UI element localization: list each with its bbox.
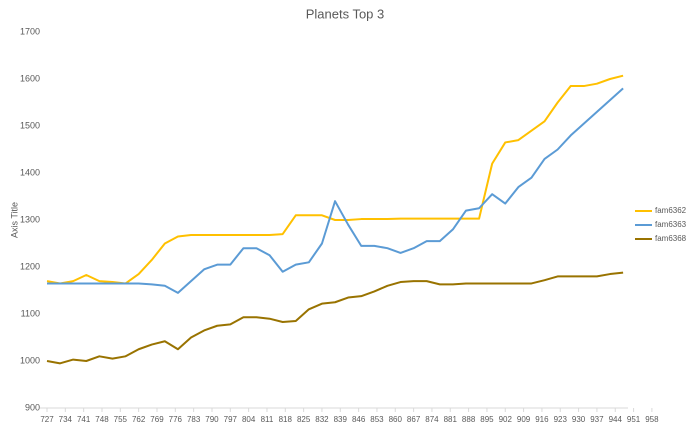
x-tick-label: 846 — [352, 415, 366, 424]
series-line — [46, 271, 624, 365]
series-line — [46, 74, 624, 285]
y-tick-label: 1200 — [20, 261, 40, 271]
x-tick-label: 867 — [407, 415, 421, 424]
x-tick-label: 755 — [114, 415, 128, 424]
y-tick-label: 1600 — [20, 73, 40, 83]
x-tick-label: 888 — [462, 415, 476, 424]
x-tick-label: 776 — [169, 415, 183, 424]
y-tick-label: 1300 — [20, 214, 40, 224]
x-tick-label: 909 — [517, 415, 531, 424]
y-tick-label: 1400 — [20, 167, 40, 177]
x-tick-label: 727 — [40, 415, 54, 424]
legend-label: fam6363 — [655, 220, 687, 229]
legend-label: fam6368 — [655, 234, 687, 243]
x-tick-label: 790 — [205, 415, 219, 424]
x-tick-label: 748 — [95, 415, 109, 424]
x-tick-label: 951 — [627, 415, 641, 424]
y-tick-label: 1700 — [20, 26, 40, 36]
x-tick-label: 734 — [59, 415, 73, 424]
x-tick-label: 839 — [334, 415, 348, 424]
x-tick-label: 958 — [645, 415, 659, 424]
x-tick-label: 797 — [224, 415, 238, 424]
x-tick-label: 832 — [315, 415, 329, 424]
x-tick-label: 741 — [77, 415, 91, 424]
x-tick-label: 860 — [389, 415, 403, 424]
x-tick-label: 937 — [590, 415, 604, 424]
x-tick-label: 811 — [261, 415, 274, 424]
x-tick-label: 762 — [132, 415, 146, 424]
legend-label: fam6362 — [655, 206, 687, 215]
x-tick-label: 902 — [499, 415, 513, 424]
x-tick-label: 825 — [297, 415, 311, 424]
x-tick-label: 769 — [150, 415, 164, 424]
x-tick-label: 853 — [370, 415, 384, 424]
x-tick-label: 895 — [480, 415, 494, 424]
series-line — [47, 87, 624, 294]
x-tick-label: 916 — [535, 415, 549, 424]
y-axis-title: Axis Title — [9, 202, 19, 238]
y-tick-label: 900 — [25, 402, 40, 412]
chart-title: Planets Top 3 — [306, 6, 385, 21]
x-tick-label: 783 — [187, 415, 201, 424]
y-tick-label: 1000 — [20, 355, 40, 365]
x-tick-label: 874 — [425, 415, 439, 424]
x-tick-label: 804 — [242, 415, 256, 424]
x-tick-label: 818 — [279, 415, 293, 424]
x-tick-label: 944 — [609, 415, 623, 424]
x-tick-label: 881 — [444, 415, 458, 424]
x-tick-label: 923 — [554, 415, 568, 424]
y-tick-label: 1500 — [20, 120, 40, 130]
y-tick-label: 1100 — [21, 308, 40, 318]
x-tick-label: 930 — [572, 415, 586, 424]
